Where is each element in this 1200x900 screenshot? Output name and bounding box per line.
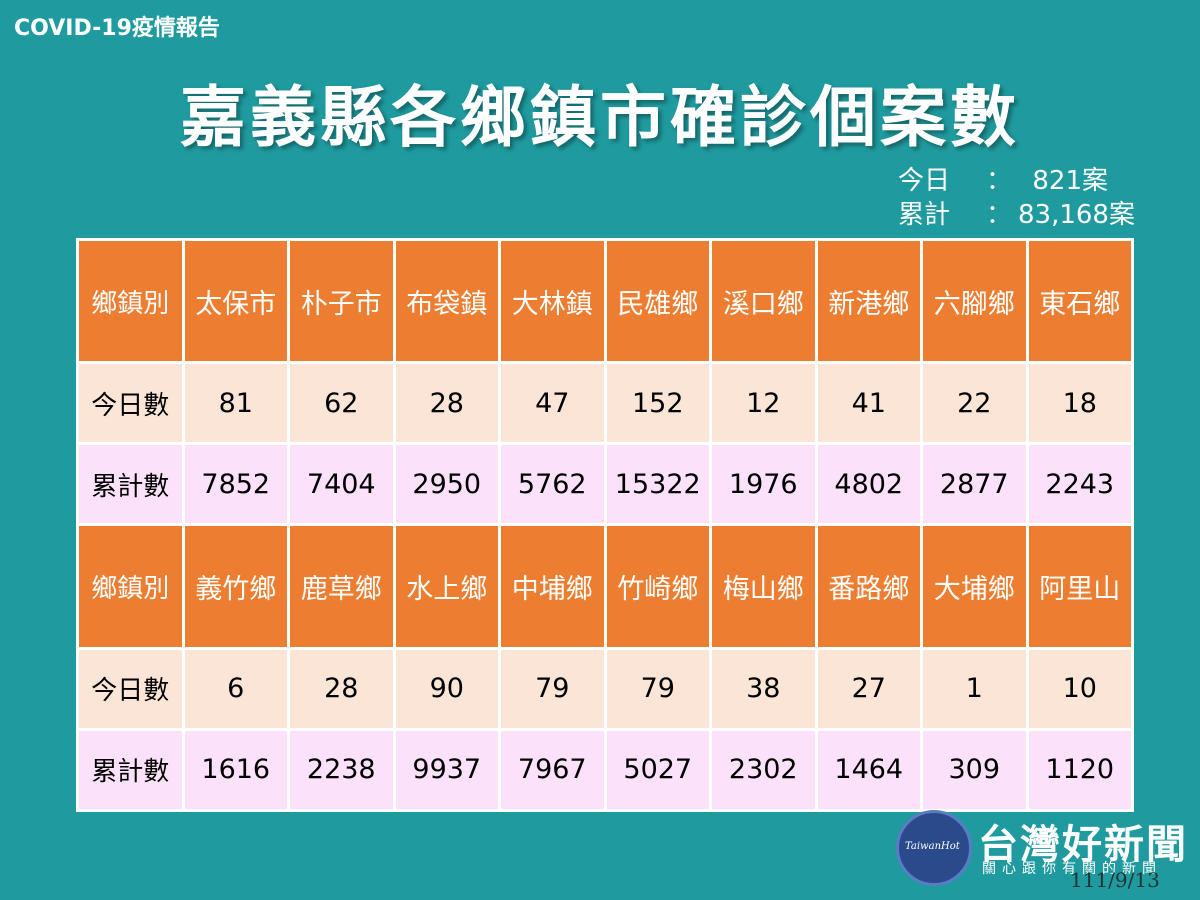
township-name-cell: 大埔鄉 [923, 526, 1026, 647]
cumulative-count-cell: 15322 [606, 445, 709, 524]
row-label-cell: 累計數 [79, 730, 182, 809]
township-name-cell: 義竹鄉 [184, 526, 287, 647]
row-label-cell: 鄉鎮別 [79, 526, 182, 647]
total-summary-row: 累計 ： 83,168案 [898, 198, 1135, 232]
today-count-cell: 22 [923, 364, 1026, 443]
today-count-cell: 79 [501, 649, 604, 728]
case-summary: 今日 ： 821案 累計 ： 83,168案 [898, 164, 1135, 232]
row-label-cell: 今日數 [79, 364, 182, 443]
today-summary-value: 821案 [1032, 166, 1108, 196]
report-date: 111/9/13 [1070, 868, 1160, 892]
cumulative-count-cell: 5762 [501, 445, 604, 524]
news-brand-subtitle: 關心跟你有關的新聞 [982, 861, 1162, 877]
cumulative-count-cell: 7404 [290, 445, 393, 524]
township-name-cell: 溪口鄉 [712, 241, 815, 362]
cumulative-count-row: 累計數 7852 7404 2950 5762 15322 1976 4802 2877 2243 [79, 445, 1131, 524]
total-summary-separator: ： [986, 200, 1013, 230]
cumulative-count-cell: 4802 [817, 445, 920, 524]
today-count-cell: 79 [606, 649, 709, 728]
cumulative-count-cell: 9937 [395, 730, 498, 809]
township-header-row: 鄉鎮別 太保市 朴子市 布袋鎮 大林鎮 民雄鄉 溪口鄉 新港鄉 六腳鄉 東石鄉 [79, 241, 1131, 362]
township-name-cell: 東石鄉 [1028, 241, 1131, 362]
township-name-cell: 鹿草鄉 [290, 526, 393, 647]
today-summary-separator: ： [986, 166, 1013, 196]
cumulative-count-cell: 2243 [1028, 445, 1131, 524]
row-label-cell: 鄉鎮別 [79, 241, 182, 362]
township-case-table: 鄉鎮別 太保市 朴子市 布袋鎮 大林鎮 民雄鄉 溪口鄉 新港鄉 六腳鄉 東石鄉 今日數 81 62 28 4… [76, 238, 1134, 812]
township-name-cell: 六腳鄉 [923, 241, 1026, 362]
total-summary-value: 83,168案 [1018, 200, 1135, 230]
today-summary-label: 今日 [898, 166, 951, 196]
today-count-cell: 18 [1028, 364, 1131, 443]
today-count-cell: 81 [184, 364, 287, 443]
case-table: 鄉鎮別 太保市 朴子市 布袋鎮 大林鎮 民雄鄉 溪口鄉 新港鄉 六腳鄉 東石鄉 今日數 81 62 28 4… [76, 238, 1134, 812]
township-name-cell: 水上鄉 [395, 526, 498, 647]
township-name-cell: 阿里山 [1028, 526, 1131, 647]
today-count-cell: 41 [817, 364, 920, 443]
township-name-cell: 番路鄉 [817, 526, 920, 647]
row-label-cell: 累計數 [79, 445, 182, 524]
news-watermark: TaiwanHot 台灣好新聞 關心跟你有關的新聞 [892, 806, 1192, 896]
report-header-label: COVID-19疫情報告 [14, 16, 220, 41]
township-name-cell: 布袋鎮 [395, 241, 498, 362]
cumulative-count-cell: 309 [923, 730, 1026, 809]
cumulative-count-cell: 1464 [817, 730, 920, 809]
township-name-cell: 太保市 [184, 241, 287, 362]
cumulative-count-cell: 2877 [923, 445, 1026, 524]
today-count-cell: 152 [606, 364, 709, 443]
township-name-cell: 民雄鄉 [606, 241, 709, 362]
news-logo-icon: TaiwanHot [896, 810, 972, 886]
cumulative-count-cell: 2950 [395, 445, 498, 524]
today-count-cell: 27 [817, 649, 920, 728]
township-header-row: 鄉鎮別 義竹鄉 鹿草鄉 水上鄉 中埔鄉 竹崎鄉 梅山鄉 番路鄉 大埔鄉 阿里山 [79, 526, 1131, 647]
today-count-row: 今日數 6 28 90 79 79 38 27 1 10 [79, 649, 1131, 728]
today-count-row: 今日數 81 62 28 47 152 12 41 22 18 [79, 364, 1131, 443]
news-logo-text: TaiwanHot [905, 841, 960, 852]
today-summary-row: 今日 ： 821案 [898, 164, 1135, 198]
cumulative-count-cell: 5027 [606, 730, 709, 809]
today-count-cell: 10 [1028, 649, 1131, 728]
township-name-cell: 朴子市 [290, 241, 393, 362]
today-count-cell: 6 [184, 649, 287, 728]
total-summary-label: 累計 [898, 200, 951, 230]
today-count-cell: 47 [501, 364, 604, 443]
township-name-cell: 大林鎮 [501, 241, 604, 362]
today-count-cell: 12 [712, 364, 815, 443]
cumulative-count-cell: 7852 [184, 445, 287, 524]
row-label-cell: 今日數 [79, 649, 182, 728]
township-name-cell: 新港鄉 [817, 241, 920, 362]
today-count-cell: 62 [290, 364, 393, 443]
today-count-cell: 28 [290, 649, 393, 728]
cumulative-count-cell: 1616 [184, 730, 287, 809]
today-count-cell: 1 [923, 649, 1026, 728]
news-brand-name: 台灣好新聞 [978, 822, 1188, 868]
page-title: 嘉義縣各鄉鎮市確診個案數 [180, 79, 1020, 156]
today-count-cell: 38 [712, 649, 815, 728]
cumulative-count-cell: 1120 [1028, 730, 1131, 809]
cumulative-count-cell: 1976 [712, 445, 815, 524]
today-count-cell: 28 [395, 364, 498, 443]
township-name-cell: 竹崎鄉 [606, 526, 709, 647]
township-name-cell: 梅山鄉 [712, 526, 815, 647]
cumulative-count-row: 累計數 1616 2238 9937 7967 5027 2302 1464 309 1120 [79, 730, 1131, 809]
cumulative-count-cell: 2238 [290, 730, 393, 809]
township-name-cell: 中埔鄉 [501, 526, 604, 647]
today-count-cell: 90 [395, 649, 498, 728]
cumulative-count-cell: 7967 [501, 730, 604, 809]
cumulative-count-cell: 2302 [712, 730, 815, 809]
